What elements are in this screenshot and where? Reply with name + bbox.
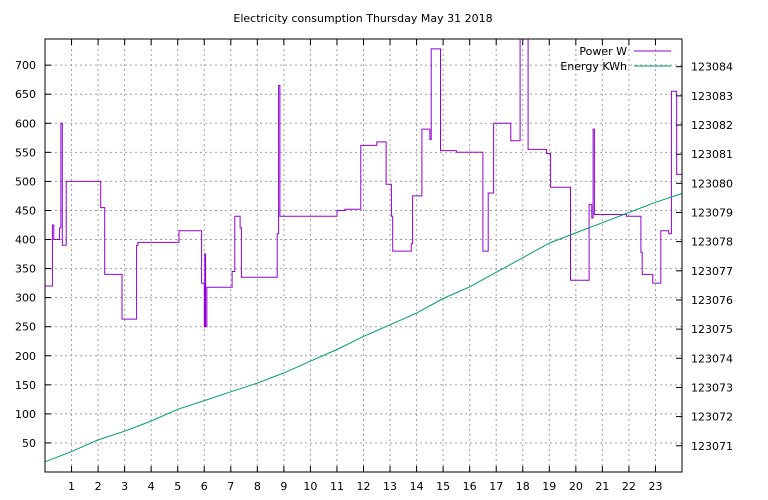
- x-tick-label: 19: [542, 480, 556, 493]
- y-tick-label: 600: [15, 117, 36, 130]
- y2-tick-label: 123078: [691, 236, 733, 249]
- x-tick-label: 17: [489, 480, 503, 493]
- y2-tick-label: 123077: [691, 265, 733, 278]
- x-tick-label: 3: [121, 480, 128, 493]
- y-tick-label: 100: [15, 408, 36, 421]
- y2-tick-label: 123072: [691, 411, 733, 424]
- legend-label-power-w: Power W: [579, 45, 627, 58]
- x-tick-label: 14: [410, 480, 424, 493]
- series-layer: [44, 38, 683, 463]
- x-tick-label: 8: [254, 480, 261, 493]
- y-tick-label: 450: [15, 204, 36, 217]
- y2-tick-label: 123082: [691, 119, 733, 132]
- grid-lines: [45, 39, 682, 472]
- y-tick-label: 150: [15, 379, 36, 392]
- y2-tick-label: 123073: [691, 381, 733, 394]
- y-tick-label: 200: [15, 350, 36, 363]
- legend-label-energy-kwh: Energy KWh: [560, 60, 627, 73]
- x-tick-label: 13: [383, 480, 397, 493]
- legend: Power W Energy KWh: [560, 45, 671, 73]
- y2-tick-label: 123080: [691, 177, 733, 190]
- y2-tick-label: 123079: [691, 206, 733, 219]
- x-tick-label: 12: [357, 480, 371, 493]
- chart-title: Electricity consumption Thursday May 31 …: [233, 12, 492, 25]
- x-tick-label: 15: [436, 480, 450, 493]
- y-tick-label: 700: [15, 59, 36, 72]
- y-tick-label: 500: [15, 175, 36, 188]
- y2-tick-label: 123074: [691, 352, 733, 365]
- y2-tick-label: 123081: [691, 148, 733, 161]
- y2-tick-label: 123076: [691, 294, 733, 307]
- x-tick-label: 16: [463, 480, 477, 493]
- y-tick-label: 350: [15, 263, 36, 276]
- y-tick-labels: 50 100 150 200 250 300 350 400 450 500 550 600 650 70…: [15, 59, 36, 450]
- series-line-energy-kwh: [44, 193, 683, 463]
- x-tick-label: 7: [227, 480, 234, 493]
- y2-tick-label: 123083: [691, 90, 733, 103]
- x-tick-label: 1: [68, 480, 75, 493]
- x-tick-labels: 1 2 3 4 5 6 7 8 9 10 11 12 13 14 15 16 17 18 19 20 21 22 23: [68, 480, 662, 493]
- y-tick-label: 550: [15, 146, 36, 159]
- y-tick-label: 650: [15, 88, 36, 101]
- x-tick-label: 2: [95, 480, 102, 493]
- x-tick-label: 9: [280, 480, 287, 493]
- x-tick-label: 11: [330, 480, 344, 493]
- x-tick-label: 23: [648, 480, 662, 493]
- y2-tick-label: 123084: [691, 61, 733, 74]
- y2-tick-label: 123071: [691, 440, 733, 453]
- x-tick-label: 4: [148, 480, 155, 493]
- x-tick-label: 18: [516, 480, 530, 493]
- x-tick-label: 22: [622, 480, 636, 493]
- y-tick-label: 50: [22, 437, 36, 450]
- series-line-power-w: [45, 38, 683, 328]
- x-tick-label: 21: [595, 480, 609, 493]
- x-tick-label: 5: [174, 480, 181, 493]
- y-tick-label: 300: [15, 292, 36, 305]
- x-tick-label: 10: [303, 480, 317, 493]
- y2-tick-label: 123075: [691, 323, 733, 336]
- tick-marks: [45, 39, 682, 472]
- y2-tick-labels: 123071 123072 123073 123074 123075 123076 1230…: [691, 61, 733, 453]
- y-tick-label: 250: [15, 321, 36, 334]
- y-tick-label: 400: [15, 234, 36, 247]
- x-tick-label: 6: [201, 480, 208, 493]
- x-tick-label: 20: [569, 480, 583, 493]
